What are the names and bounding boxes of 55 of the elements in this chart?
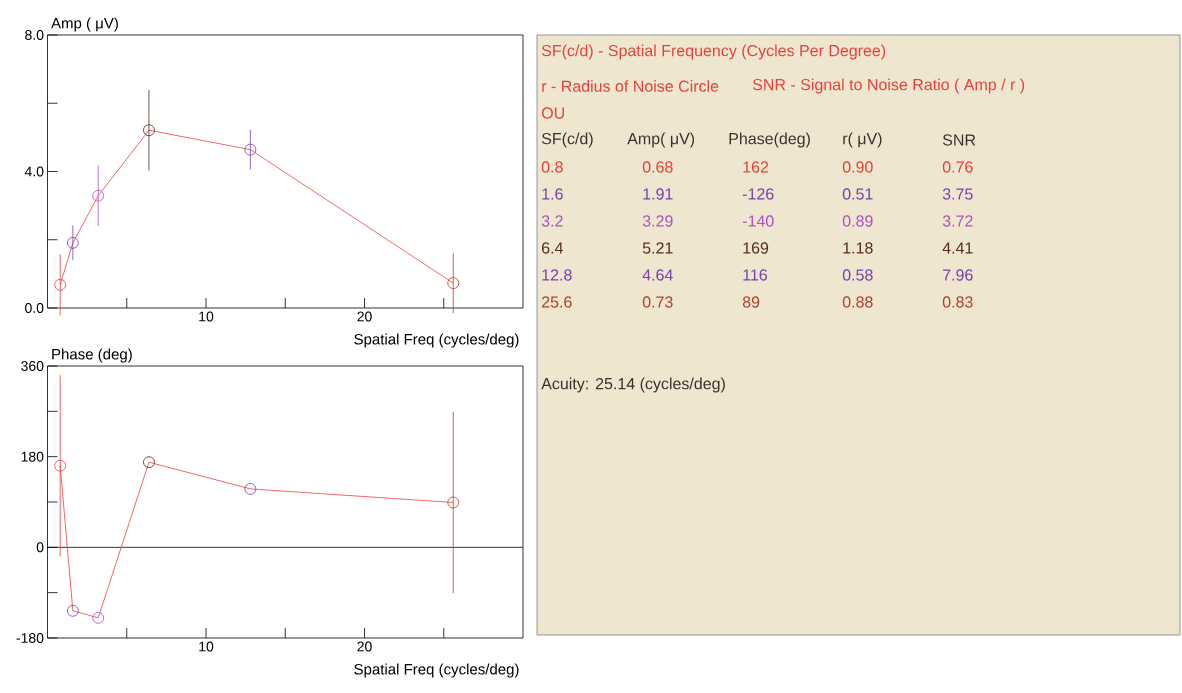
y-axis-title: Phase (deg) [52, 348, 132, 363]
text: 0.51 [842, 188, 873, 200]
x-tick-label: 10 [199, 641, 214, 652]
text: 12.8 [542, 269, 572, 281]
y-axis-title: Amp ( μV) [51, 17, 118, 32]
y-tick-label: 360 [21, 361, 44, 371]
text: 0.90 [842, 161, 873, 173]
text: 162 [743, 161, 769, 173]
text: r - Radius of Noise Circle [542, 80, 719, 92]
text: -140 [742, 215, 774, 227]
text: Acuity: 25.14 (cycles/deg) [541, 377, 725, 393]
x-tick-label: 10 [199, 311, 214, 322]
text: r( μV) [843, 132, 882, 148]
text: 6.4 [542, 242, 563, 254]
text: 169 [743, 242, 769, 254]
text: Amp( μV) [627, 132, 695, 148]
text: 1.18 [843, 242, 873, 254]
text: 0.68 [642, 161, 673, 173]
text: 0.8 [541, 161, 563, 173]
text: SNR - Signal to Noise Ratio ( Amp / r ) [752, 78, 1025, 94]
text: 0.73 [642, 296, 673, 308]
text: 3.29 [642, 215, 673, 227]
text: -126 [742, 188, 774, 200]
text: 89 [742, 296, 760, 308]
text: 25.6 [542, 296, 572, 308]
x-tick-label: 20 [357, 641, 372, 652]
y-tick-label: 0 [36, 542, 44, 553]
text: Phase(deg) [729, 132, 810, 148]
text: 3.2 [541, 215, 563, 227]
text: 0.88 [842, 296, 873, 308]
text: 4.41 [942, 242, 973, 254]
text: 4.64 [642, 269, 673, 281]
x-tick-label: 20 [357, 311, 372, 322]
y-tick-label: 8.0 [25, 30, 44, 40]
text: 116 [743, 269, 768, 281]
text: SF(c/d) - Spatial Frequency (Cycles Per Degree) [541, 44, 886, 60]
y-tick-label: -180 [16, 633, 44, 643]
text: 3.75 [942, 188, 973, 200]
text: 0.89 [842, 215, 873, 227]
text: 1.6 [542, 188, 563, 200]
y-tick-label: 180 [21, 451, 44, 462]
text: 5.21 [642, 242, 673, 254]
text: SF(c/d) [541, 132, 593, 148]
text: 0.76 [942, 161, 973, 173]
text: 1.91 [643, 188, 673, 200]
text: 7.96 [943, 269, 973, 281]
y-tick-label: 4.0 [24, 166, 44, 177]
text: 3.72 [942, 215, 973, 227]
x-axis-title: Spatial Freq (cycles/deg) [354, 663, 519, 678]
y-tick-label: 0.0 [25, 303, 44, 313]
text: 0.58 [842, 269, 873, 281]
text: SNR [942, 134, 976, 146]
text: OU [541, 107, 564, 119]
text: 0.83 [942, 296, 973, 308]
x-axis-title: Spatial Freq (cycles/deg) [354, 333, 519, 348]
